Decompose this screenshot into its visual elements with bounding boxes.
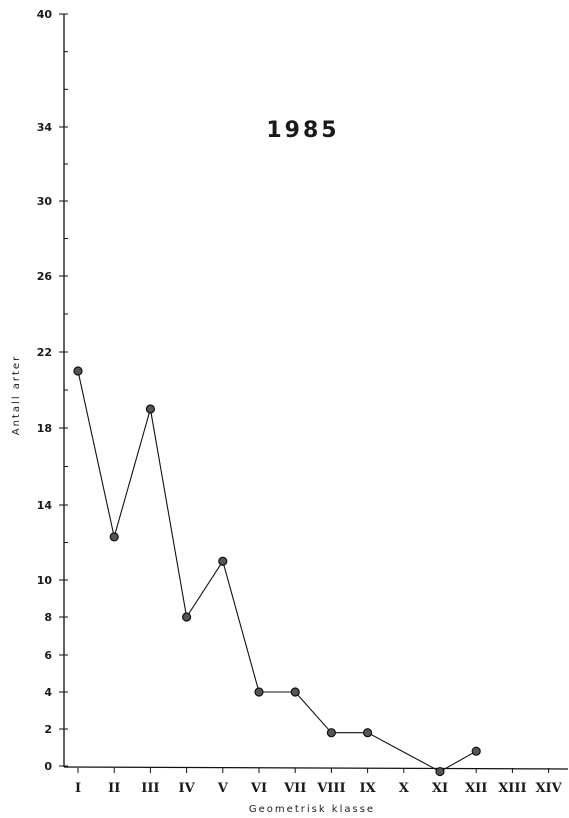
x-category-label: XIII [498, 781, 526, 796]
data-point [290, 687, 300, 697]
y-tick-label: 6 [44, 649, 52, 662]
x-category-label: IX [360, 781, 377, 796]
x-category-label: VII [283, 781, 306, 796]
x-category-label: XIV [535, 781, 562, 796]
x-category-label: VIII [316, 781, 345, 796]
data-point [109, 532, 119, 542]
y-tick-label: 26 [37, 270, 53, 283]
x-category-label: I [75, 781, 81, 796]
series [73, 366, 481, 777]
y-tick-label: 34 [37, 121, 53, 134]
x-category-label: II [108, 781, 120, 796]
data-point [218, 556, 228, 566]
y-axis: 0 2 4 6 8 10 14 18 22 26 30 34 40 [37, 8, 68, 773]
y-tick-label: 30 [37, 195, 53, 208]
y-tick-label: 40 [37, 8, 53, 21]
x-category-label: XI [432, 781, 448, 796]
data-point [182, 612, 192, 622]
y-tick-label: 4 [44, 686, 52, 699]
y-tick-label: 2 [44, 723, 52, 736]
chart-title: 1985 [266, 118, 339, 143]
x-category-label: XII [465, 781, 487, 796]
data-point [471, 746, 481, 756]
data-point [145, 404, 155, 414]
y-tick-label: 18 [37, 422, 52, 435]
series-line [77, 370, 477, 773]
x-category-label: III [141, 781, 159, 796]
data-point [254, 687, 264, 697]
data-point [326, 728, 336, 738]
x-axis-title: Geometrisk klasse [249, 804, 375, 815]
data-point [73, 366, 83, 376]
y-tick-label: 14 [37, 499, 53, 512]
x-axis-line [63, 766, 569, 770]
data-point [435, 766, 445, 777]
x-category-label: X [399, 781, 410, 796]
x-category-label: VI [250, 781, 267, 796]
y-tick-label: 10 [37, 574, 53, 587]
data-point [363, 728, 373, 738]
y-axis-title: Antall arter [11, 355, 22, 435]
y-tick-label: 22 [37, 346, 52, 359]
x-axis: I II III IV V VI VII VIII IX X XI XII XIII XIV [63, 766, 569, 796]
x-category-label: IV [179, 781, 196, 796]
y-tick-label: 0 [44, 760, 52, 773]
y-tick-label: 8 [44, 611, 52, 624]
x-category-label: V [217, 781, 229, 796]
